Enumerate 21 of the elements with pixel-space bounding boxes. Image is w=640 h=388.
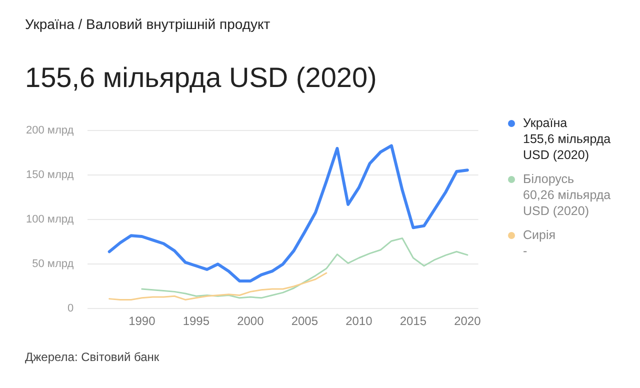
chart-subtitle: Україна / Валовий внутрішній продукт xyxy=(25,16,270,32)
y-tick-label: 0 xyxy=(68,302,74,315)
y-tick-label: 100 млрд xyxy=(26,214,74,226)
x-tick-label: 2020 xyxy=(454,314,482,328)
x-tick-label: 2005 xyxy=(291,314,318,328)
y-tick-label: 50 млрд xyxy=(32,258,74,270)
legend-label: Сирія xyxy=(523,228,556,242)
legend-label: Україна xyxy=(523,116,568,130)
x-tick-label: 1995 xyxy=(182,314,210,328)
y-tick-label: 200 млрд xyxy=(26,124,74,137)
legend-label: Білорусь xyxy=(523,172,574,186)
y-tick-label: 150 млрд xyxy=(26,169,74,182)
x-tick-label: 2010 xyxy=(346,314,373,328)
x-tick-label: 2015 xyxy=(400,314,427,328)
chart-title: 155,6 мільярда USD (2020) xyxy=(25,62,377,94)
text: - xyxy=(523,244,528,258)
text: 60,26 мільярда USD (2020) xyxy=(523,188,611,218)
x-tick-label: 1990 xyxy=(128,314,156,328)
text: 155,6 мільярда USD (2020) xyxy=(523,132,611,162)
x-tick-label: 2000 xyxy=(237,314,264,328)
text: Джерела: Світовий банк xyxy=(25,350,160,364)
